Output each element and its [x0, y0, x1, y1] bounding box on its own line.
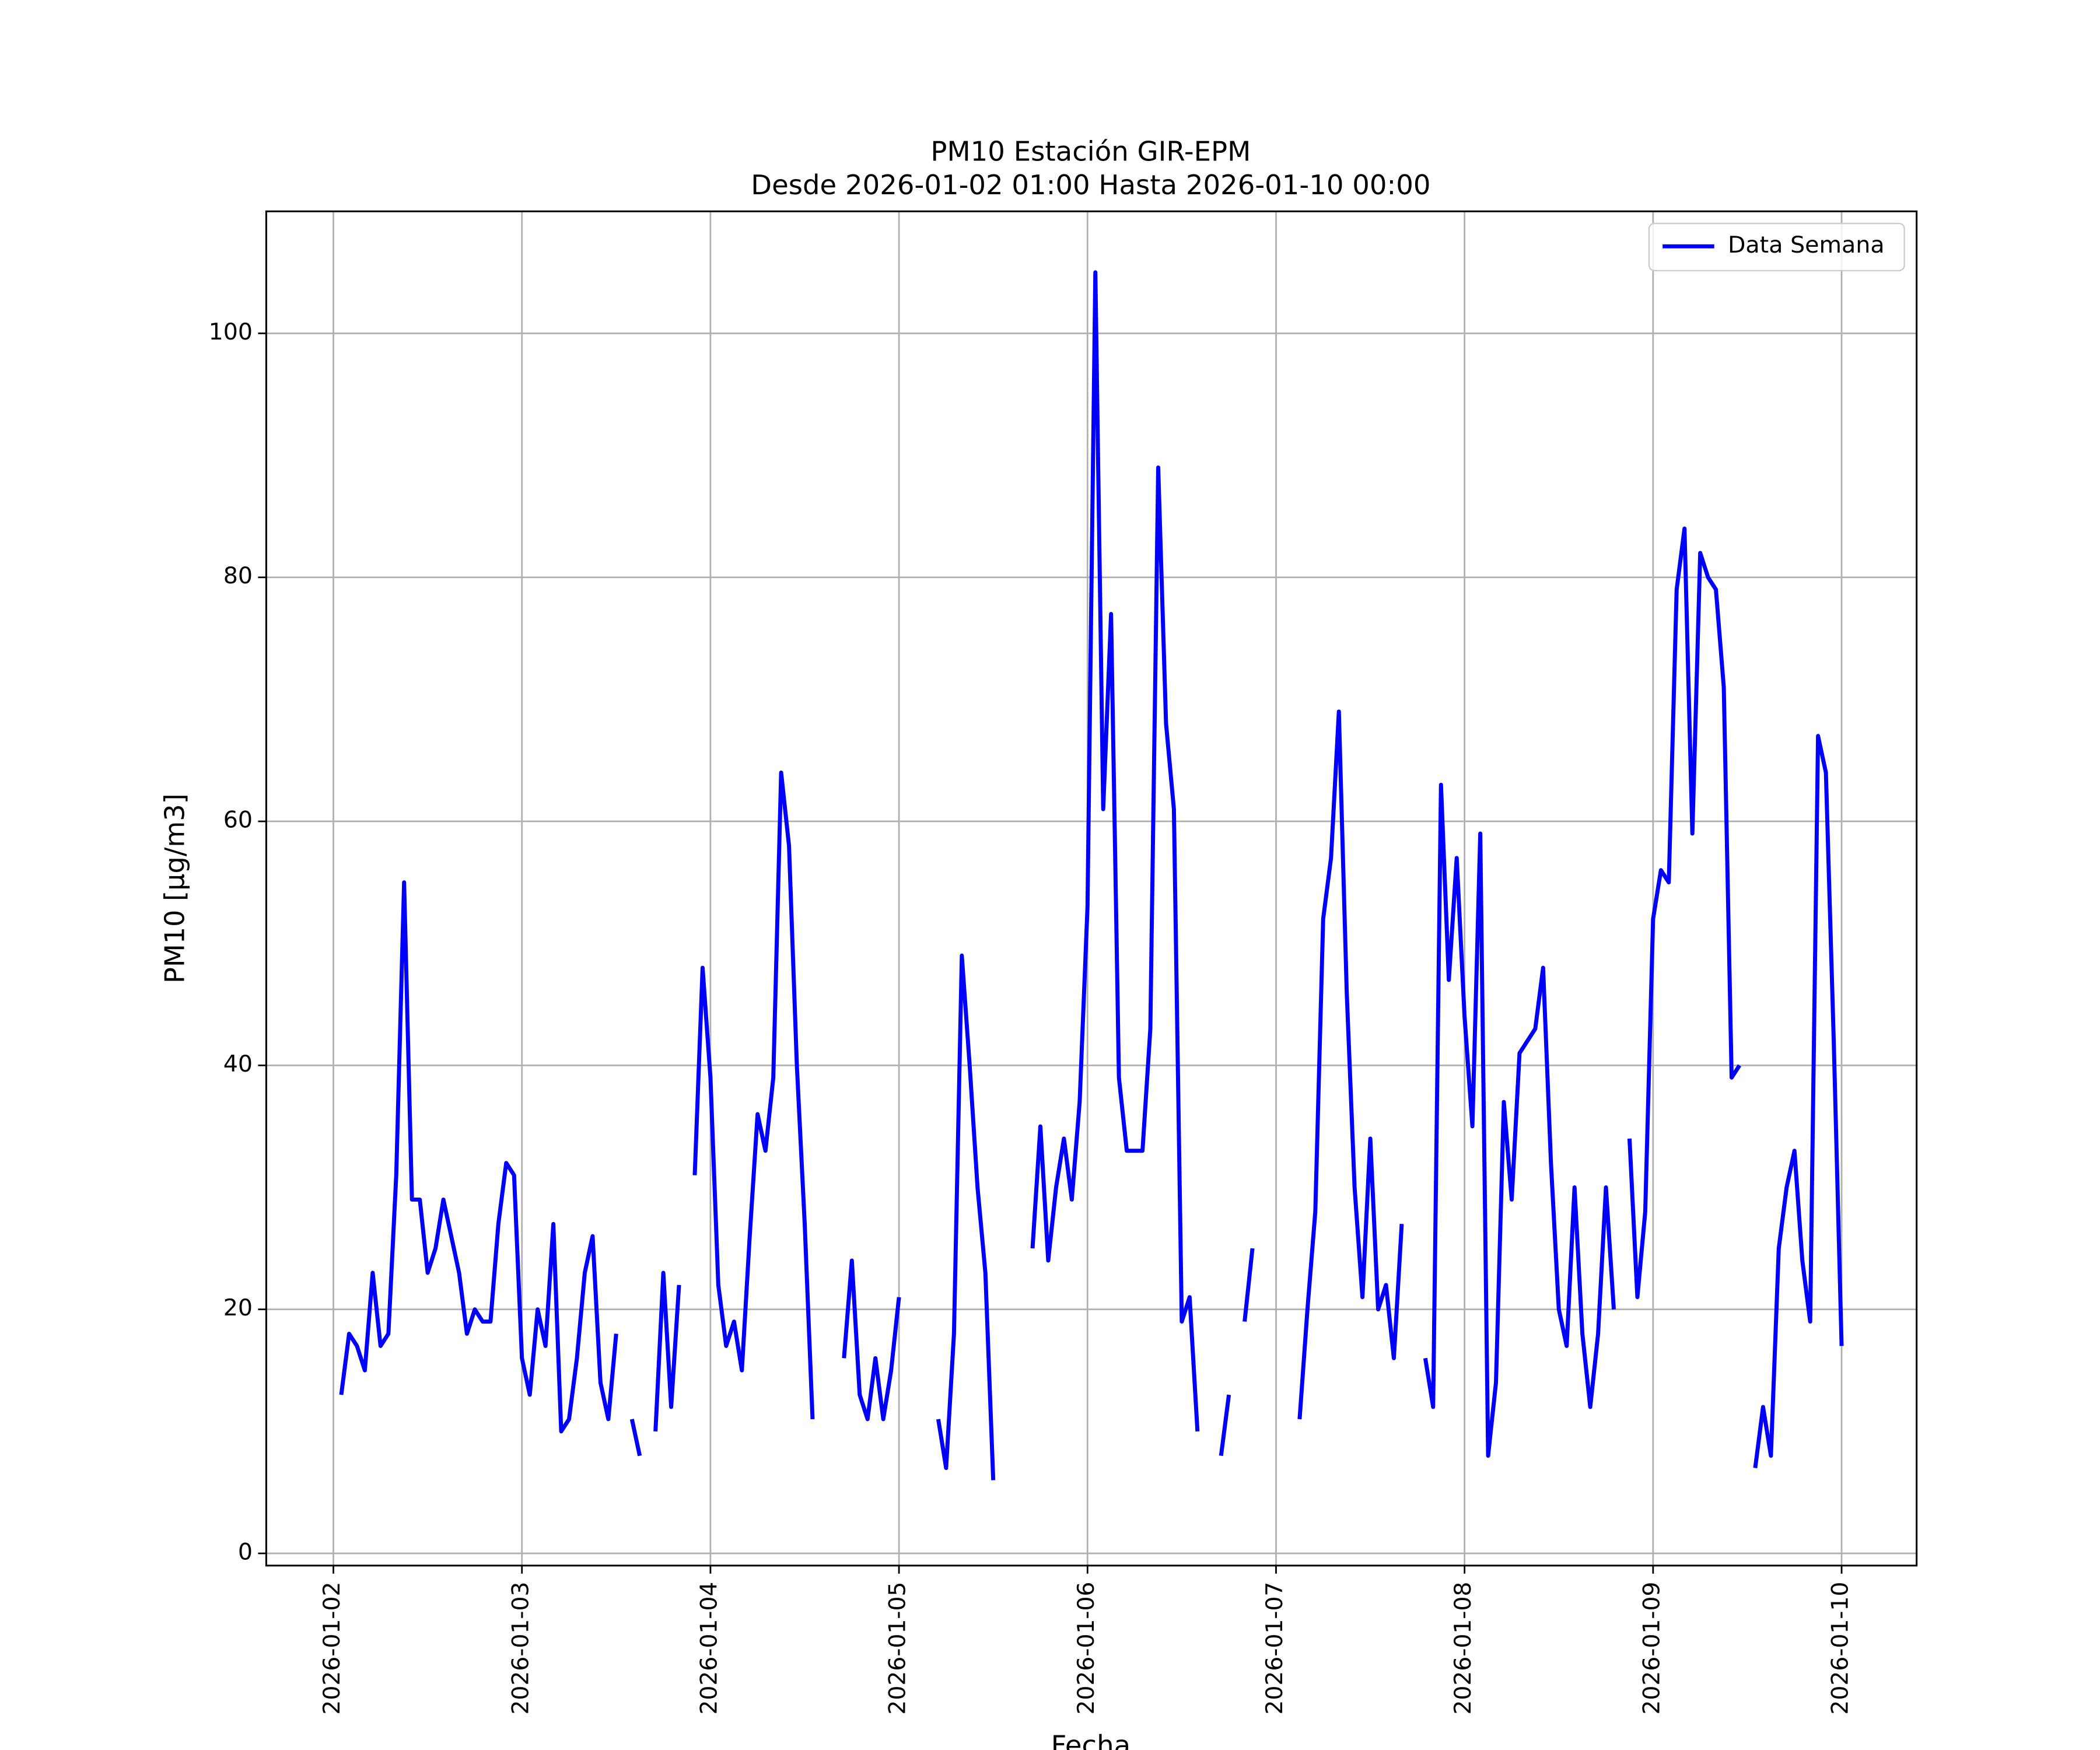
legend-label: Data Semana — [1728, 232, 1885, 258]
legend-box — [1648, 222, 1905, 271]
x-tick-label: 2026-01-04 — [695, 1582, 722, 1715]
x-tick-label: 2026-01-08 — [1450, 1582, 1476, 1715]
y-tick-label: 100 — [209, 318, 253, 345]
data-line — [339, 270, 1844, 1480]
chart-subtitle: Desde 2026-01-02 01:00 Hasta 2026-01-10 … — [751, 169, 1430, 201]
chart-title: PM10 Estación GIR-EPM — [930, 136, 1251, 167]
x-tick-label: 2026-01-05 — [884, 1582, 911, 1715]
x-tick-label: 2026-01-09 — [1638, 1582, 1665, 1715]
x-tick-label: 2026-01-07 — [1261, 1582, 1288, 1715]
x-tick-label: 2026-01-06 — [1073, 1582, 1100, 1715]
x-tick-label: 2026-01-10 — [1826, 1582, 1853, 1715]
y-tick-label: 40 — [223, 1051, 253, 1077]
x-tick-label: 2026-01-02 — [318, 1582, 345, 1715]
y-axis-label: PM10 [μg/m3] — [159, 793, 190, 984]
x-tick-label: 2026-01-03 — [507, 1582, 534, 1715]
axes-frame — [265, 210, 1918, 1567]
y-tick-label: 20 — [223, 1294, 253, 1321]
y-tick-label: 0 — [238, 1539, 253, 1566]
y-tick-label: 80 — [223, 562, 253, 589]
x-axis-label: Fecha — [1051, 1730, 1131, 1750]
y-tick-label: 60 — [223, 807, 253, 834]
